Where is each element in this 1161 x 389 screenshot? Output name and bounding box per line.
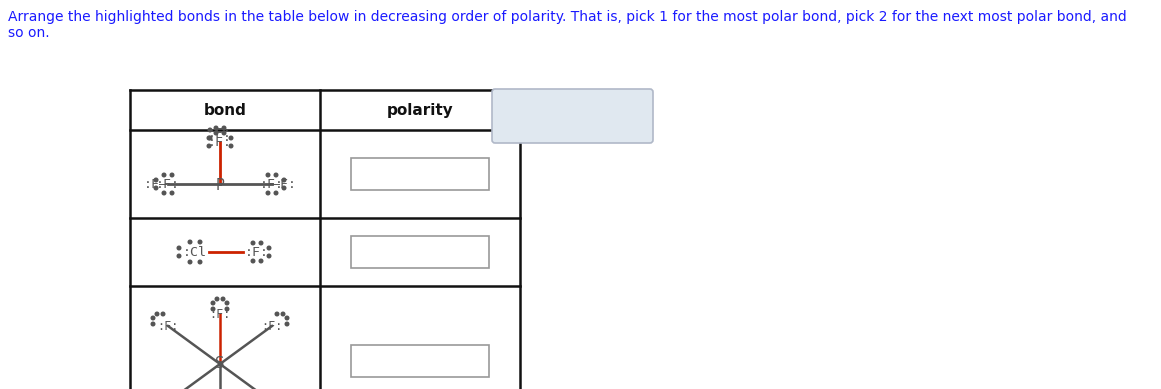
Circle shape	[208, 128, 211, 132]
Circle shape	[154, 178, 158, 182]
FancyBboxPatch shape	[492, 89, 652, 143]
Circle shape	[275, 312, 279, 316]
Circle shape	[154, 186, 158, 190]
Text: ▼: ▼	[470, 168, 479, 180]
Circle shape	[286, 322, 289, 326]
Text: P: P	[216, 177, 224, 193]
Circle shape	[171, 173, 174, 177]
FancyBboxPatch shape	[351, 345, 489, 377]
Circle shape	[171, 191, 174, 195]
Text: (Choose one): (Choose one)	[363, 168, 453, 180]
Text: (Choose one): (Choose one)	[363, 245, 453, 259]
Text: S: S	[215, 356, 225, 371]
Text: so on.: so on.	[8, 26, 50, 40]
Text: :F:: :F:	[157, 319, 179, 333]
Circle shape	[266, 173, 269, 177]
Circle shape	[163, 173, 166, 177]
Text: :Cl: :Cl	[183, 245, 207, 259]
Circle shape	[267, 254, 271, 258]
FancyBboxPatch shape	[351, 236, 489, 268]
Circle shape	[188, 240, 192, 244]
Circle shape	[222, 131, 225, 135]
Text: :F:: :F:	[209, 307, 231, 321]
Circle shape	[188, 260, 192, 264]
Circle shape	[178, 246, 181, 250]
Circle shape	[225, 301, 229, 305]
Circle shape	[229, 136, 233, 140]
Circle shape	[199, 240, 202, 244]
Text: :F:: :F:	[261, 319, 282, 333]
Circle shape	[267, 246, 271, 250]
Circle shape	[222, 126, 225, 130]
Circle shape	[251, 259, 254, 263]
Circle shape	[251, 241, 254, 245]
Circle shape	[215, 297, 218, 301]
Text: Arrange the highlighted bonds in the table below in decreasing order of polarity: Arrange the highlighted bonds in the tab…	[8, 10, 1126, 24]
Text: :F—: :F—	[144, 177, 168, 191]
Circle shape	[274, 173, 277, 177]
Circle shape	[225, 307, 229, 311]
Circle shape	[229, 144, 233, 148]
Circle shape	[259, 259, 262, 263]
Circle shape	[281, 312, 284, 316]
Text: polarity: polarity	[387, 102, 454, 117]
Text: :F:: :F:	[245, 245, 269, 259]
Circle shape	[163, 191, 166, 195]
Circle shape	[282, 178, 286, 182]
Text: :F:: :F:	[208, 127, 232, 140]
Text: bond: bond	[203, 102, 246, 117]
Circle shape	[222, 297, 225, 301]
Circle shape	[208, 136, 211, 140]
Circle shape	[274, 191, 277, 195]
Circle shape	[282, 186, 286, 190]
Circle shape	[207, 136, 211, 140]
Circle shape	[161, 312, 165, 316]
Circle shape	[211, 301, 215, 305]
Circle shape	[199, 260, 202, 264]
Text: :F:: :F:	[208, 135, 232, 149]
Text: :F:: :F:	[260, 177, 284, 191]
Text: ▼: ▼	[470, 245, 479, 259]
Circle shape	[151, 316, 154, 320]
Text: :F:: :F:	[156, 177, 180, 191]
Circle shape	[214, 126, 218, 130]
Circle shape	[207, 144, 211, 148]
FancyBboxPatch shape	[351, 158, 489, 190]
Text: —F:: —F:	[272, 177, 296, 191]
Text: ×: ×	[535, 106, 554, 126]
Circle shape	[156, 312, 159, 316]
Text: ↺: ↺	[592, 106, 610, 126]
Circle shape	[211, 307, 215, 311]
Circle shape	[266, 191, 269, 195]
Circle shape	[259, 241, 262, 245]
Circle shape	[286, 316, 289, 320]
Circle shape	[214, 131, 218, 135]
Text: ▼: ▼	[470, 354, 479, 368]
Circle shape	[178, 254, 181, 258]
Text: (Choose one): (Choose one)	[363, 354, 453, 368]
Circle shape	[151, 322, 154, 326]
